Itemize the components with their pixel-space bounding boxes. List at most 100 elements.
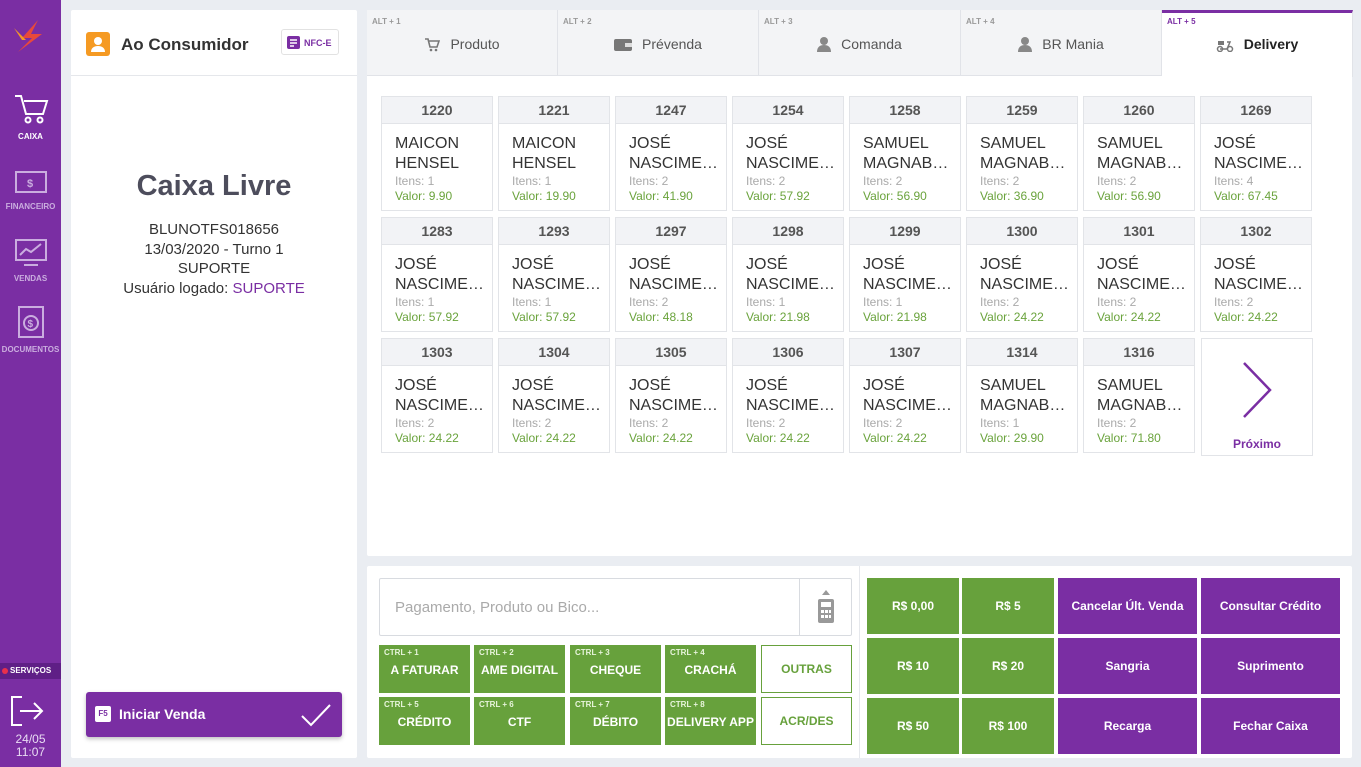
button-label: A FATURAR (390, 663, 459, 677)
shortcut-label: CTRL + 4 (670, 648, 705, 657)
pay-cheque-button[interactable]: CTRL + 3 CHEQUE (570, 645, 661, 693)
order-value: Valor: 24.22 (863, 431, 927, 445)
tab-label: Prévenda (642, 36, 702, 52)
customer-last-name: NASCIMENTO (629, 397, 725, 414)
order-card[interactable]: 1306 JOSÉ NASCIMENTO Itens: 2 Valor: 24.22 (732, 338, 844, 453)
cashier-info: BLUNOTFS018656 13/03/2020 - Turno 1 SUPO… (71, 220, 357, 298)
shift-info: 13/03/2020 - Turno 1 (144, 240, 284, 258)
order-number: 1306 (733, 339, 843, 366)
customer-last-name: HENSEL (512, 155, 577, 172)
order-card[interactable]: 1293 JOSÉ NASCIMENTO Itens: 1 Valor: 57.92 (498, 217, 610, 332)
value-button-20[interactable]: R$ 20 (962, 638, 1054, 694)
tab-label: Produto (450, 36, 500, 52)
order-number: 1314 (967, 339, 1077, 366)
supply-button[interactable]: Suprimento (1201, 638, 1340, 694)
order-card[interactable]: 1307 JOSÉ NASCIMENTO Itens: 2 Valor: 24.22 (849, 338, 961, 453)
order-card[interactable]: 1301 JOSÉ NASCIMENTO Itens: 2 Valor: 24.22 (1083, 217, 1195, 332)
pay-a-faturar-button[interactable]: CTRL + 1 A FATURAR (379, 645, 470, 693)
pay-cracha-button[interactable]: CTRL + 4 CRACHÁ (665, 645, 756, 693)
logged-user-label: Usuário logado: (123, 279, 229, 297)
tab-br-mania[interactable]: ALT + 4 BR Mania (961, 10, 1162, 76)
order-card[interactable]: 1300 JOSÉ NASCIMENTO Itens: 2 Valor: 24.22 (966, 217, 1078, 332)
order-card[interactable]: 1221 MAICON HENSEL Itens: 1 Valor: 19.90 (498, 96, 610, 211)
withdrawal-button[interactable]: Sangria (1058, 638, 1197, 694)
search-input[interactable] (380, 579, 800, 635)
pay-debito-button[interactable]: CTRL + 7 DÉBITO (570, 697, 661, 745)
pay-delivery-app-button[interactable]: CTRL + 8 DELIVERY APP (665, 697, 756, 745)
customer-first-name: JOSÉ (512, 377, 554, 394)
value-button-100[interactable]: R$ 100 (962, 698, 1054, 754)
customer-last-name: NASCIMENTO (980, 276, 1076, 293)
tab-prevenda[interactable]: ALT + 2 Prévenda (558, 10, 759, 76)
tab-delivery[interactable]: ALT + 5 Delivery (1162, 10, 1353, 77)
item-count: Itens: 2 (512, 416, 552, 430)
order-card[interactable]: 1283 JOSÉ NASCIMENTO Itens: 1 Valor: 57.92 (381, 217, 493, 332)
order-value: Valor: 41.90 (629, 189, 693, 203)
order-card[interactable]: 1298 JOSÉ NASCIMENTO Itens: 1 Valor: 21.98 (732, 217, 844, 332)
value-button-10[interactable]: R$ 10 (867, 638, 959, 694)
start-sale-button[interactable]: F5 Iniciar Venda (86, 692, 342, 737)
sidebar-item-caixa[interactable]: CAIXA (0, 92, 61, 141)
customer-first-name: SAMUEL (980, 377, 1046, 394)
nfce-button[interactable]: NFC-E (281, 29, 339, 55)
customer-name: JOSÉ NASCIMENTO (863, 255, 959, 295)
customer-name[interactable]: Ao Consumidor (121, 35, 249, 54)
order-value: Valor: 21.98 (863, 310, 927, 324)
recharge-button[interactable]: Recarga (1058, 698, 1197, 754)
sidebar-item-documentos[interactable]: $ DOCUMENTOS (0, 305, 61, 354)
shortcut-label: CTRL + 6 (479, 700, 514, 709)
logged-user: SUPORTE (232, 279, 305, 297)
shortcut-key: F5 (95, 706, 111, 722)
services-button[interactable]: SERVIÇOS (0, 663, 61, 679)
calculator-button[interactable] (799, 579, 851, 635)
pay-credito-button[interactable]: CTRL + 5 CRÉDITO (379, 697, 470, 745)
shortcut-label: CTRL + 8 (670, 700, 705, 709)
customer-last-name: NASCIMENTO (746, 397, 842, 414)
check-credit-button[interactable]: Consultar Crédito (1201, 578, 1340, 634)
customer-name: SAMUEL MAGNABOSCO (1097, 134, 1193, 174)
order-card[interactable]: 1269 JOSÉ NASCIMENTO Itens: 4 Valor: 67.45 (1200, 96, 1312, 211)
order-value: Valor: 57.92 (746, 189, 810, 203)
next-page-label: Próximo (1232, 437, 1281, 451)
order-number: 1298 (733, 218, 843, 245)
next-page-button[interactable]: Próximo (1201, 338, 1313, 456)
close-cashier-button[interactable]: Fechar Caixa (1201, 698, 1340, 754)
tab-comanda[interactable]: ALT + 3 Comanda (759, 10, 961, 76)
order-card[interactable]: 1303 JOSÉ NASCIMENTO Itens: 2 Valor: 24.22 (381, 338, 493, 453)
shortcut-label: CTRL + 7 (575, 700, 610, 709)
order-number: 1303 (382, 339, 492, 366)
customer-first-name: JOSÉ (863, 377, 905, 394)
other-payments-button[interactable]: OUTRAS (761, 645, 852, 693)
customer-first-name: JOSÉ (746, 256, 788, 273)
value-button-50[interactable]: R$ 50 (867, 698, 959, 754)
shortcut-label: CTRL + 5 (384, 700, 419, 709)
sidebar-item-vendas[interactable]: VENDAS (0, 238, 61, 283)
value-button-0[interactable]: R$ 0,00 (867, 578, 959, 634)
order-card[interactable]: 1247 JOSÉ NASCIMENTO Itens: 2 Valor: 41.90 (615, 96, 727, 211)
order-card[interactable]: 1305 JOSÉ NASCIMENTO Itens: 2 Valor: 24.22 (615, 338, 727, 453)
order-card[interactable]: 1220 MAICON HENSEL Itens: 1 Valor: 9.90 (381, 96, 493, 211)
pay-ame-digital-button[interactable]: CTRL + 2 AME DIGITAL (474, 645, 565, 693)
item-count: Itens: 1 (863, 295, 903, 309)
order-card[interactable]: 1299 JOSÉ NASCIMENTO Itens: 1 Valor: 21.98 (849, 217, 961, 332)
order-card[interactable]: 1297 JOSÉ NASCIMENTO Itens: 2 Valor: 48.18 (615, 217, 727, 332)
sidebar-item-financeiro[interactable]: $ FINANCEIRO (0, 168, 61, 211)
item-count: Itens: 2 (629, 174, 669, 188)
cancel-last-sale-button[interactable]: Cancelar Últ. Venda (1058, 578, 1197, 634)
pay-ctf-button[interactable]: CTRL + 6 CTF (474, 697, 565, 745)
order-card[interactable]: 1304 JOSÉ NASCIMENTO Itens: 2 Valor: 24.22 (498, 338, 610, 453)
logout-icon[interactable] (10, 695, 46, 727)
order-card[interactable]: 1302 JOSÉ NASCIMENTO Itens: 2 Valor: 24.22 (1200, 217, 1312, 332)
order-card[interactable]: 1254 JOSÉ NASCIMENTO Itens: 2 Valor: 57.92 (732, 96, 844, 211)
surcharge-discount-button[interactable]: ACR/DES (761, 697, 852, 745)
order-number: 1302 (1201, 218, 1311, 245)
order-value: Valor: 19.90 (512, 189, 576, 203)
tab-produto[interactable]: ALT + 1 Produto (367, 10, 558, 76)
value-button-5[interactable]: R$ 5 (962, 578, 1054, 634)
